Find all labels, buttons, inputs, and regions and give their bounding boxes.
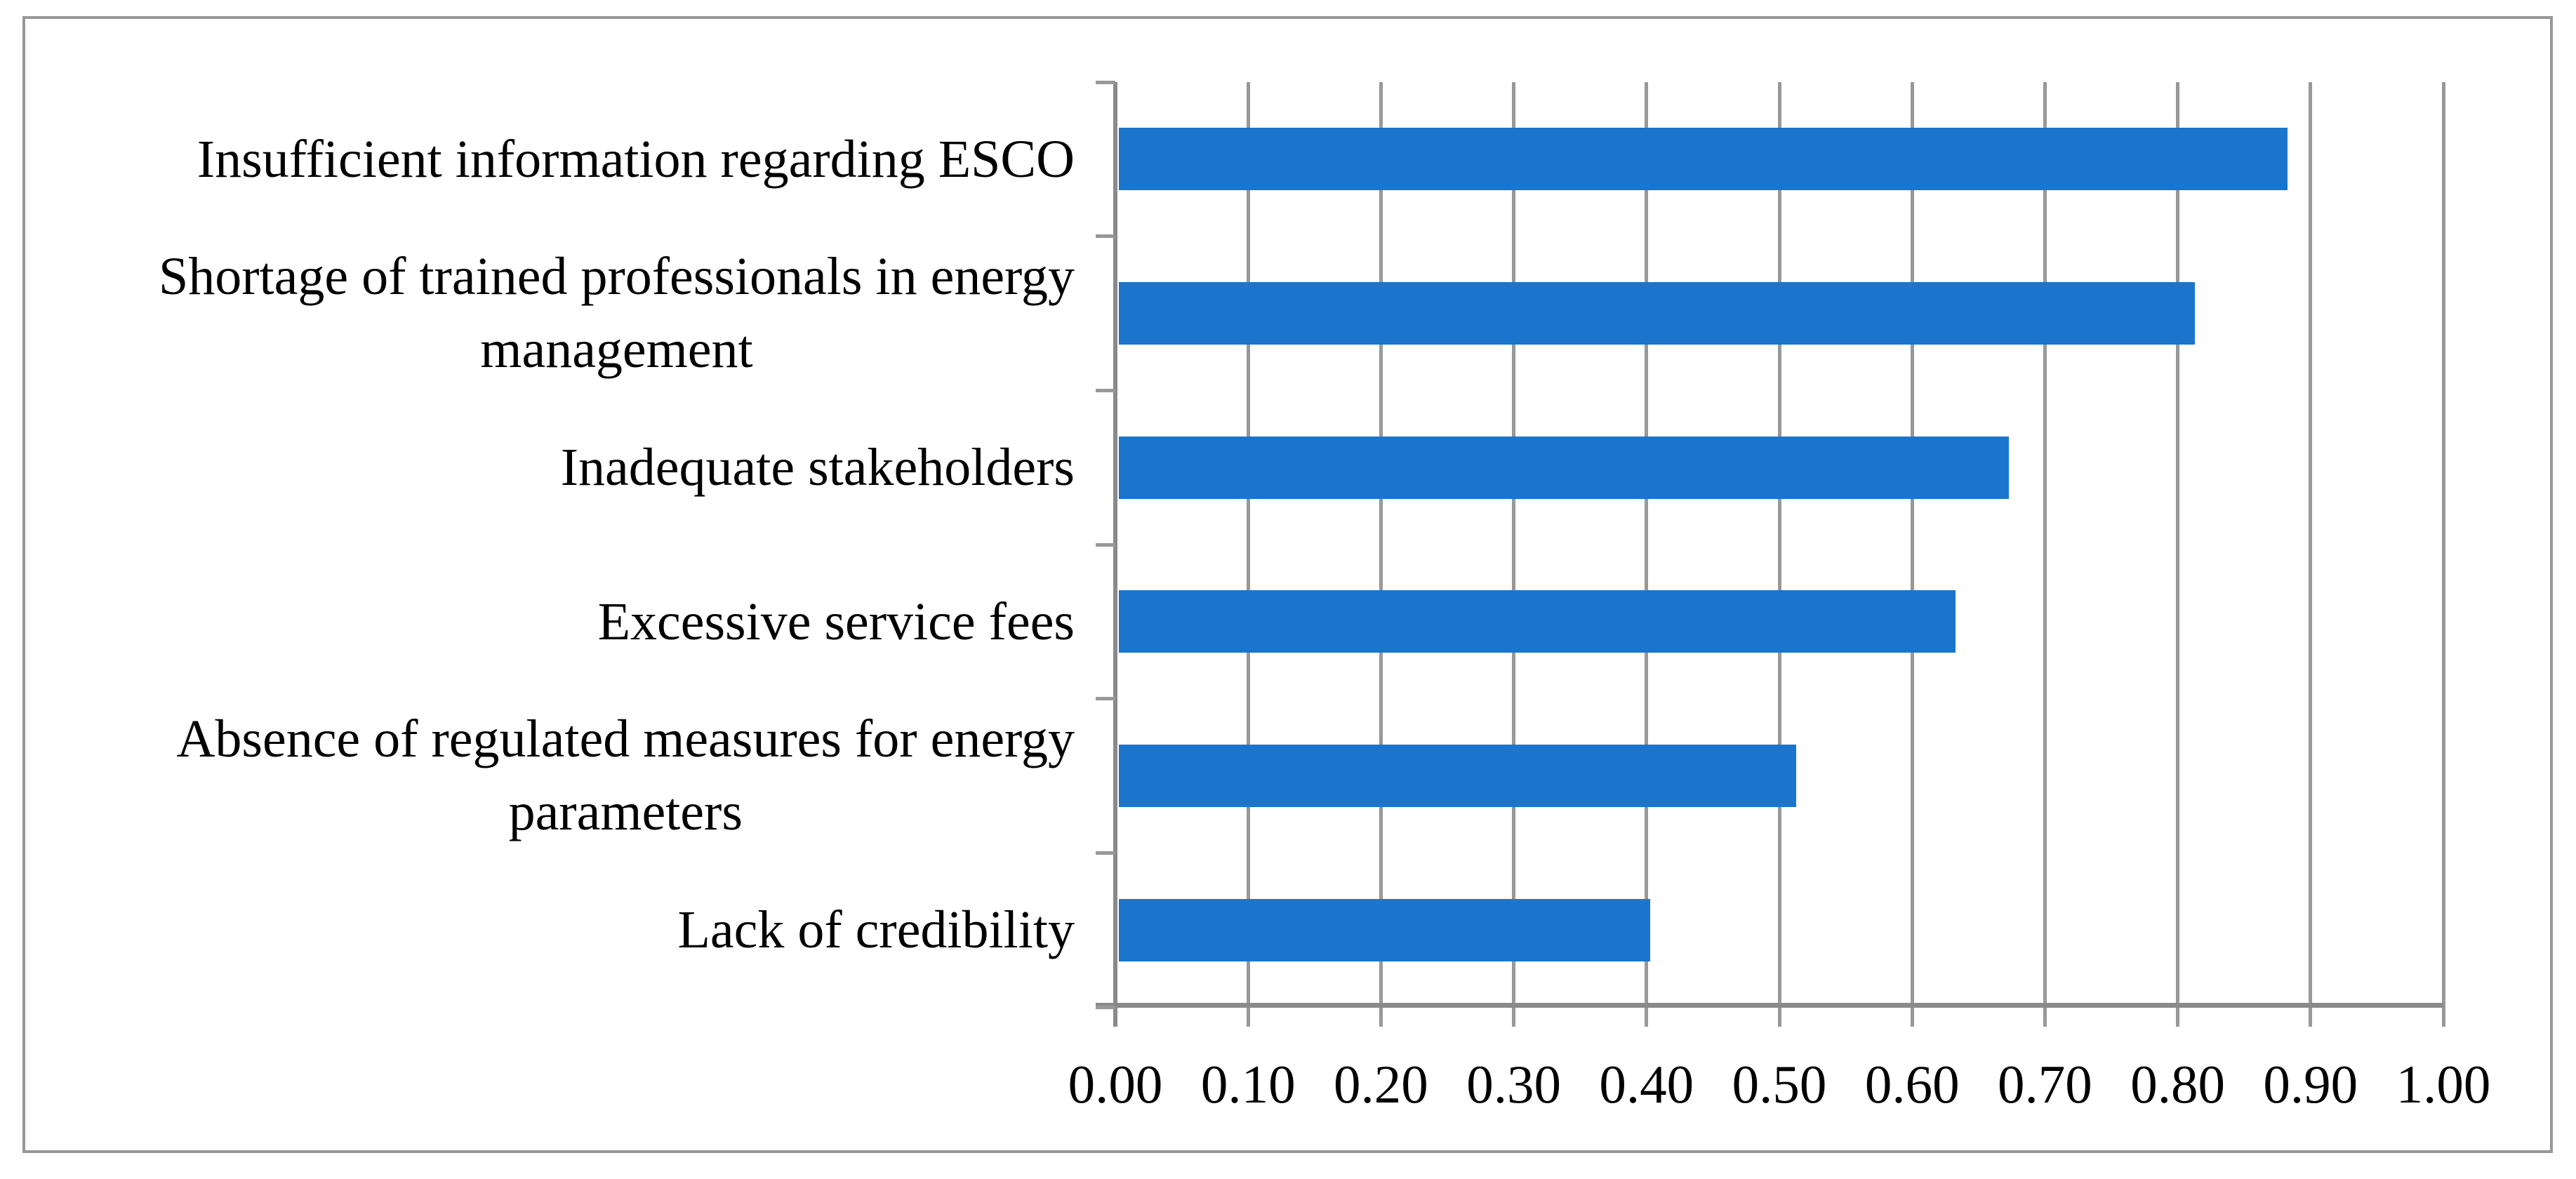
x-tick-label: 0.20 <box>1334 1054 1428 1114</box>
gridline <box>1379 82 1383 1027</box>
bar <box>1119 436 2009 499</box>
gridline <box>2309 82 2313 1027</box>
category-label-band: Insufficient information regarding ESCO <box>25 82 1115 237</box>
x-axis-line <box>1096 1003 2443 1008</box>
category-label-band: Lack of credibility <box>25 853 1115 1007</box>
x-tick-label: 0.80 <box>2130 1054 2225 1114</box>
category-axis-tick <box>1096 1005 1115 1009</box>
x-tick-label: 0.50 <box>1732 1054 1827 1114</box>
category-axis-tick <box>1096 542 1115 547</box>
bar <box>1119 590 1956 653</box>
gridline <box>2176 82 2180 1027</box>
bar <box>1119 745 1796 807</box>
gridline <box>1777 82 1781 1027</box>
category-axis-tick <box>1096 388 1115 392</box>
x-tick-label: 0.10 <box>1200 1054 1296 1114</box>
category-label-band: Excessive service fees <box>25 545 1115 699</box>
category-label: Insufficient information regarding ESCO <box>197 129 1075 189</box>
category-axis-tick <box>1096 80 1115 84</box>
x-tick-label: 0.40 <box>1599 1054 1694 1114</box>
category-label: Lack of credibility <box>677 900 1075 960</box>
category-label-band: Inadequate stakeholders <box>25 390 1115 545</box>
category-label-band: Absence of regulated measures for energy… <box>25 699 1115 853</box>
category-label-band: Shortage of trained professionals in ene… <box>25 237 1115 391</box>
gridline <box>1910 82 1914 1027</box>
figure-border <box>22 16 2553 1153</box>
category-label: Excessive service fees <box>597 592 1075 651</box>
bar <box>1119 282 2195 345</box>
gridline <box>1645 82 1649 1027</box>
gridline <box>1246 82 1250 1027</box>
category-axis-tick <box>1096 234 1115 239</box>
x-tick-label: 0.70 <box>1998 1054 2092 1114</box>
bar <box>1119 898 1650 961</box>
category-label: Shortage of trained professionals in ene… <box>158 247 1075 380</box>
category-axis-tick <box>1096 697 1115 701</box>
x-tick-label: 0.00 <box>1068 1054 1163 1114</box>
y-axis-line <box>1113 82 1117 1027</box>
x-tick-label: 1.00 <box>2396 1054 2491 1114</box>
x-tick-label: 0.90 <box>2263 1054 2358 1114</box>
gridline <box>2043 82 2047 1027</box>
bar <box>1119 128 2288 191</box>
gridline <box>2441 82 2445 1027</box>
category-label: Inadequate stakeholders <box>560 438 1075 498</box>
category-axis-tick <box>1096 851 1115 855</box>
x-tick-label: 0.30 <box>1466 1054 1561 1114</box>
plot-area <box>1096 80 2445 1027</box>
gridline <box>1512 82 1516 1027</box>
category-label: Absence of regulated measures for energy… <box>176 710 1075 842</box>
x-tick-label: 0.60 <box>1864 1054 1960 1114</box>
